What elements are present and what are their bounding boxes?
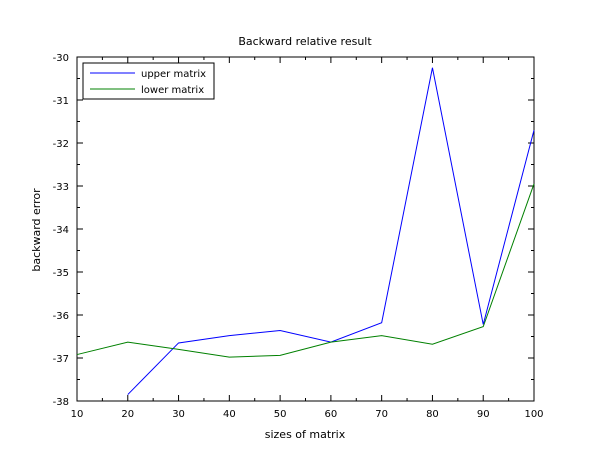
plot-area: 10 20 30 40 50 60 70 80 90 100 -38 -37 -36 -35 -34 -33 -… xyxy=(53,53,544,420)
x-tick-label: 20 xyxy=(121,409,134,420)
x-tick-label: 10 xyxy=(71,409,84,420)
x-tick-label: 70 xyxy=(375,409,388,420)
x-tick-label: 100 xyxy=(524,409,543,420)
y-tick-label: -36 xyxy=(53,311,69,322)
chart-title: Backward relative result xyxy=(238,35,372,48)
x-tick-label: 80 xyxy=(426,409,439,420)
x-tick-label: 50 xyxy=(274,409,287,420)
y-tick-label: -32 xyxy=(53,139,69,150)
y-tick-label: -30 xyxy=(53,53,69,64)
plot-frame xyxy=(76,56,535,402)
y-tick-label: -31 xyxy=(53,96,69,107)
y-tick-label: -33 xyxy=(53,182,69,193)
y-tick-label: -34 xyxy=(53,225,69,236)
x-tick-label: 90 xyxy=(477,409,490,420)
series-line-lower-matrix xyxy=(76,183,535,358)
x-axis-label: sizes of matrix xyxy=(265,428,346,441)
x-tick-label: 40 xyxy=(223,409,236,420)
y-tick-label: -38 xyxy=(53,397,69,408)
legend-label: lower matrix xyxy=(141,85,204,96)
x-tick-label: 30 xyxy=(172,409,185,420)
legend-label: upper matrix xyxy=(141,69,206,80)
x-tick-label: 60 xyxy=(325,409,338,420)
series-line-upper-matrix xyxy=(127,67,535,395)
legend: upper matrix lower matrix xyxy=(82,62,215,100)
y-tick-label: -37 xyxy=(53,354,69,365)
y-axis-label: backward error xyxy=(30,188,43,272)
legend-box xyxy=(82,62,215,100)
y-tick-label: -35 xyxy=(53,268,69,279)
